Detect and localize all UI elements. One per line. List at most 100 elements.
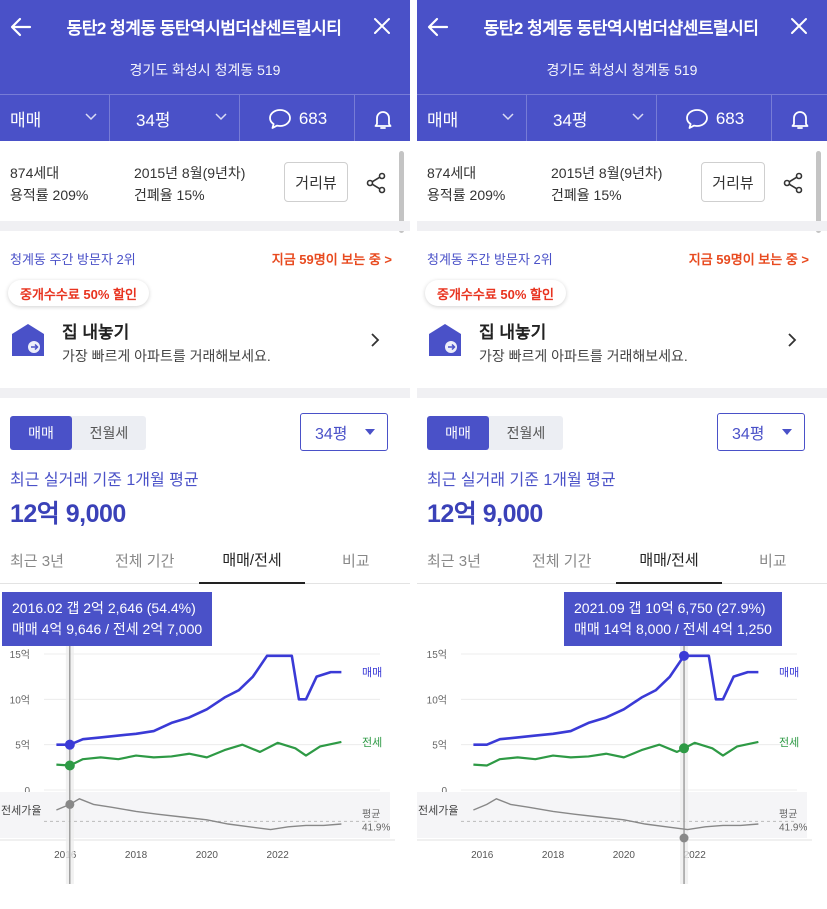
tab-sale-jeonse[interactable]: 매매/전세 [616,536,722,584]
share-icon[interactable] [364,171,388,195]
chart-tooltip: 2016.02 갭 2억 2,646 (54.4%) 매매 4억 9,646 /… [2,592,213,646]
chevron-down-icon [632,113,644,121]
area-dropdown[interactable]: 34평 [110,95,240,142]
x-tick-label: 2020 [196,850,219,861]
now-viewing-link[interactable]: 지금 59명이 보는 중 > [271,252,392,267]
notification-button[interactable] [355,95,410,142]
chart-tabs: 최근 3년 전체 기간 매매/전세 비교 [0,536,410,584]
trade-toggle: 매매 전월세 [427,416,563,450]
scrollbar[interactable] [816,151,821,233]
area-dropdown[interactable]: 34평 [527,95,657,142]
complex-title: 동탄2 청계동 동탄역시범더샵센트럴시티 [66,19,342,38]
section-divider [417,388,827,398]
bcr-text: 건폐율 15% [134,187,205,203]
header-bar: 동탄2 청계동 동탄역시범더샵센트럴시티 경기도 화성시 청계동 519 매매 … [417,0,827,142]
toggle-sale[interactable]: 매매 [427,416,489,450]
price-chart[interactable]: 15억 10억 5억 0 전세가율 평균 41.9% 2016 2018 2020 2022 매매 전세… [0,584,410,889]
app-panel-left: 동탄2 청계동 동탄역시범더샵센트럴시티 경기도 화성시 청계동 519 매매 … [0,0,410,909]
tab-all-period[interactable]: 전체 기간 [115,552,175,570]
comments-button[interactable]: 683 [240,95,355,142]
visitor-rank-text[interactable]: 청계동 주간 방문자 2위 [10,252,136,267]
trade-type-dropdown[interactable]: 매매 [417,95,527,142]
bottom-divider [0,889,410,909]
tooltip-line-1: 2016.02 갭 2억 2,646 (54.4%) [12,600,196,616]
close-icon[interactable] [787,14,811,38]
ratio-axis-label: 전세가율 [1,804,41,817]
ratio-average-value: 41.9% [362,822,390,833]
chevron-down-icon [502,113,514,121]
scrollbar[interactable] [399,151,404,233]
toggle-sale[interactable]: 매매 [10,416,72,450]
built-text: 2015년 8월(9년차) [551,165,663,181]
bottom-divider [417,889,827,909]
area-select[interactable]: 34평 [717,413,805,451]
avg-price-label: 최근 실거래 기준 1개월 평균 [10,472,199,489]
address-text: 경기도 화성시 청계동 519 [129,62,281,78]
back-arrow-icon[interactable] [425,14,451,40]
jeonse-price-line [56,740,342,767]
fee-discount-badge: 중개수수료 50% 할인 [8,280,149,306]
street-view-button[interactable]: 거리뷰 [284,162,348,202]
toggle-rent[interactable]: 전월세 [89,425,129,441]
y-tick-label: 10억 [10,694,30,706]
trade-toggle: 매매 전월세 [10,416,146,450]
area-select-label: 34평 [732,426,765,443]
jeonse-cursor-dot [64,760,75,771]
filter-bar: 매매 34평 683 [417,94,827,142]
close-icon[interactable] [370,14,394,38]
share-icon[interactable] [781,171,805,195]
y-tick-label: 0 [441,786,447,797]
sale-price-line [56,654,342,746]
y-tick-label: 5억 [432,740,447,752]
visitor-rank-text[interactable]: 청계동 주간 방문자 2위 [427,252,553,267]
now-viewing-link[interactable]: 지금 59명이 보는 중 > [688,252,809,267]
sell-home-title[interactable]: 집 내놓기 [62,323,130,342]
house-sell-icon [12,324,44,356]
bell-icon [791,110,808,129]
trade-type-dropdown[interactable]: 매매 [0,95,110,142]
complex-title: 동탄2 청계동 동탄역시범더샵센트럴시티 [483,19,759,38]
ratio-average-value: 41.9% [779,822,807,833]
built-text: 2015년 8월(9년차) [134,165,246,181]
notification-button[interactable] [772,95,827,142]
chevron-right-icon[interactable] [368,330,382,350]
sale-series-label: 매매 [779,666,799,679]
tab-all-period[interactable]: 전체 기간 [532,552,592,570]
trade-type-label: 매매 [10,111,42,130]
y-tick-label: 15억 [10,649,30,661]
tab-sale-jeonse[interactable]: 매매/전세 [199,536,305,584]
comments-button[interactable]: 683 [657,95,772,142]
complex-info: 874세대 용적률 209% 2015년 8월(9년차) 건폐율 15% 거리뷰 [0,141,410,221]
back-arrow-icon[interactable] [8,14,34,40]
house-sell-icon [429,324,461,356]
jeonse-ratio-line [56,798,342,831]
households-text: 874세대 [427,165,477,181]
tab-compare[interactable]: 비교 [759,552,787,570]
tab-compare[interactable]: 비교 [342,552,370,570]
jeonse-series-label: 전세 [362,736,382,749]
bell-icon [374,110,391,129]
far-text: 용적률 209% [427,187,506,203]
sell-home-title[interactable]: 집 내놓기 [479,323,547,342]
x-tick-label: 2018 [125,850,148,861]
ratio-band [417,792,807,838]
chevron-right-icon[interactable] [785,330,799,350]
tab-recent-3y[interactable]: 최근 3년 [427,552,481,570]
caret-down-icon [365,429,375,435]
area-select[interactable]: 34평 [300,413,388,451]
avg-price-label: 최근 실거래 기준 1개월 평균 [427,472,616,489]
section-divider [0,388,410,398]
ratio-average-label: 평균 [779,808,797,820]
speech-bubble-icon [268,108,291,129]
tab-recent-3y[interactable]: 최근 3년 [10,552,64,570]
x-tick-label: 2022 [684,850,707,861]
chart-tabs: 최근 3년 전체 기간 매매/전세 비교 [417,536,827,584]
street-view-button[interactable]: 거리뷰 [701,162,765,202]
area-label: 34평 [553,111,588,130]
price-chart[interactable]: 15억 10억 5억 0 전세가율 평균 41.9% 2016 2018 2020 2022 매매 전세… [417,584,827,889]
area-label: 34평 [136,111,171,130]
area-select-label: 34평 [315,426,348,443]
toggle-rent[interactable]: 전월세 [506,425,546,441]
